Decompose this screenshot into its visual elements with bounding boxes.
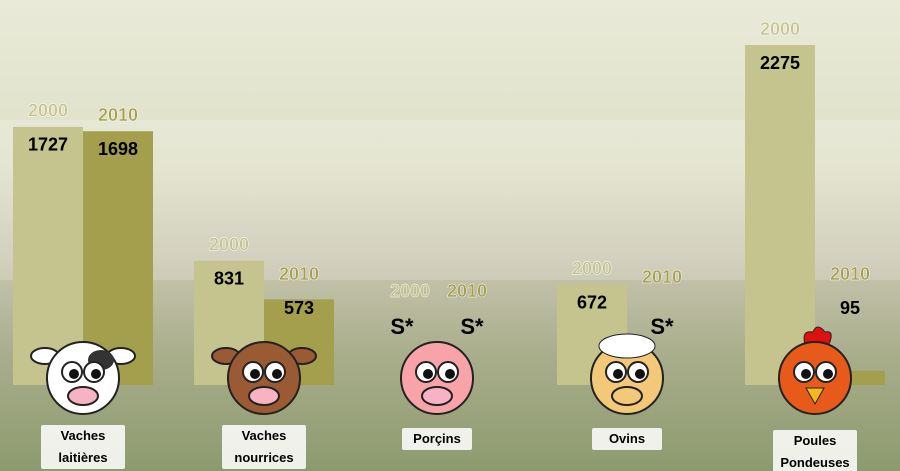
value-label: 831 — [214, 269, 244, 289]
chart: 2000 1727 2010 1698 2000 831 2010 573 2000 S* 2010… — [0, 0, 900, 471]
year-label: 2010 — [279, 264, 319, 284]
snout — [68, 387, 98, 405]
year-label: 2000 — [28, 101, 68, 121]
category-label: Vaches laitières — [41, 425, 125, 469]
pupil — [91, 369, 101, 379]
value-label: S* — [460, 314, 484, 339]
year-label: 2010 — [830, 264, 870, 284]
year-label: 2000 — [209, 235, 249, 255]
year-label: 2010 — [447, 281, 487, 301]
year-label: 2000 — [760, 19, 800, 39]
year-label: 2010 — [642, 267, 682, 287]
infographic: 2000 1727 2010 1698 2000 831 2010 573 2000 S* 2010… — [0, 0, 900, 471]
value-label: S* — [650, 314, 674, 339]
snout — [249, 387, 279, 405]
pupil — [69, 369, 79, 379]
pupil — [250, 369, 260, 379]
pupil — [445, 369, 455, 379]
value-label: 2275 — [760, 53, 800, 73]
category-label: Ovins — [592, 428, 662, 450]
wool — [599, 334, 655, 358]
category-label: Vaches nourrices — [222, 425, 306, 469]
pupil — [801, 369, 811, 379]
pupil — [613, 369, 623, 379]
year-label: 2000 — [390, 281, 430, 301]
pupil — [635, 369, 645, 379]
animal-icon — [591, 334, 663, 414]
value-label: 1727 — [28, 135, 68, 155]
value-label: 1698 — [98, 139, 138, 159]
value-label: 672 — [577, 292, 607, 312]
value-label: 95 — [840, 298, 860, 318]
animal-icon — [212, 342, 316, 414]
animal-icon — [401, 342, 473, 414]
snout — [612, 387, 642, 405]
value-label: 573 — [284, 298, 314, 318]
snout — [422, 387, 452, 405]
value-label: S* — [390, 314, 414, 339]
pupil — [423, 369, 433, 379]
pupil — [823, 369, 833, 379]
category-label: Porçins — [402, 428, 472, 450]
pupil — [272, 369, 282, 379]
year-label: 2010 — [98, 105, 138, 125]
year-label: 2000 — [572, 258, 612, 278]
category-label: Poules Pondeuses — [773, 430, 857, 471]
animal-icon — [31, 342, 135, 414]
